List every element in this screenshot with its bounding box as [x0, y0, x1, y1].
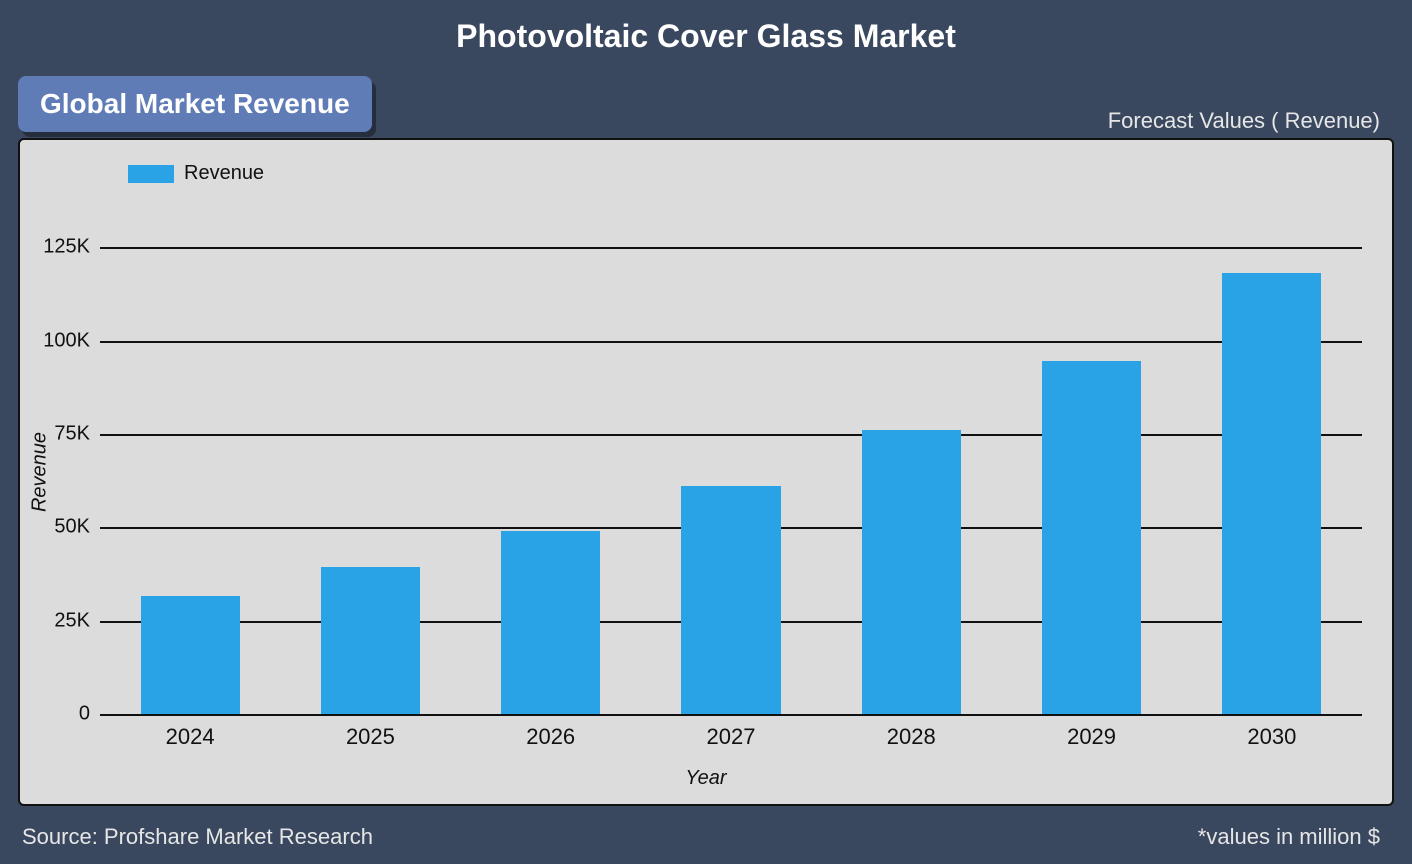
y-axis-label: Revenue — [29, 432, 52, 512]
bar — [501, 531, 600, 714]
x-tick-label: 2030 — [1247, 724, 1296, 750]
y-tick-label: 25K — [54, 609, 90, 632]
y-tick-label: 125K — [43, 236, 90, 259]
forecast-label: Forecast Values ( Revenue) — [1108, 108, 1380, 134]
bar — [321, 567, 420, 714]
page-title: Photovoltaic Cover Glass Market — [0, 0, 1412, 55]
x-tick-label: 2027 — [707, 724, 756, 750]
footnote-text: *values in million $ — [1198, 824, 1380, 850]
bar — [1222, 273, 1321, 714]
source-text: Source: Profshare Market Research — [22, 824, 373, 850]
gridline — [100, 341, 1362, 343]
legend-swatch — [128, 165, 174, 183]
legend-label: Revenue — [184, 162, 264, 185]
plot-area: 025K50K75K100K125K2024202520262027202820… — [100, 210, 1362, 714]
y-tick-label: 75K — [54, 423, 90, 446]
chart-frame: Revenue Revenue 025K50K75K100K125K202420… — [18, 138, 1394, 806]
gridline — [100, 714, 1362, 716]
bar — [141, 596, 240, 714]
bar — [862, 430, 961, 714]
x-tick-label: 2025 — [346, 724, 395, 750]
chart-legend: Revenue — [128, 162, 264, 185]
bar — [681, 486, 780, 714]
gridline — [100, 247, 1362, 249]
x-tick-label: 2024 — [166, 724, 215, 750]
x-axis-label: Year — [685, 767, 726, 790]
y-tick-label: 50K — [54, 516, 90, 539]
revenue-badge: Global Market Revenue — [18, 76, 372, 132]
x-tick-label: 2026 — [526, 724, 575, 750]
gridline — [100, 434, 1362, 436]
bar — [1042, 361, 1141, 714]
x-tick-label: 2029 — [1067, 724, 1116, 750]
x-tick-label: 2028 — [887, 724, 936, 750]
y-tick-label: 0 — [79, 703, 90, 726]
y-tick-label: 100K — [43, 329, 90, 352]
